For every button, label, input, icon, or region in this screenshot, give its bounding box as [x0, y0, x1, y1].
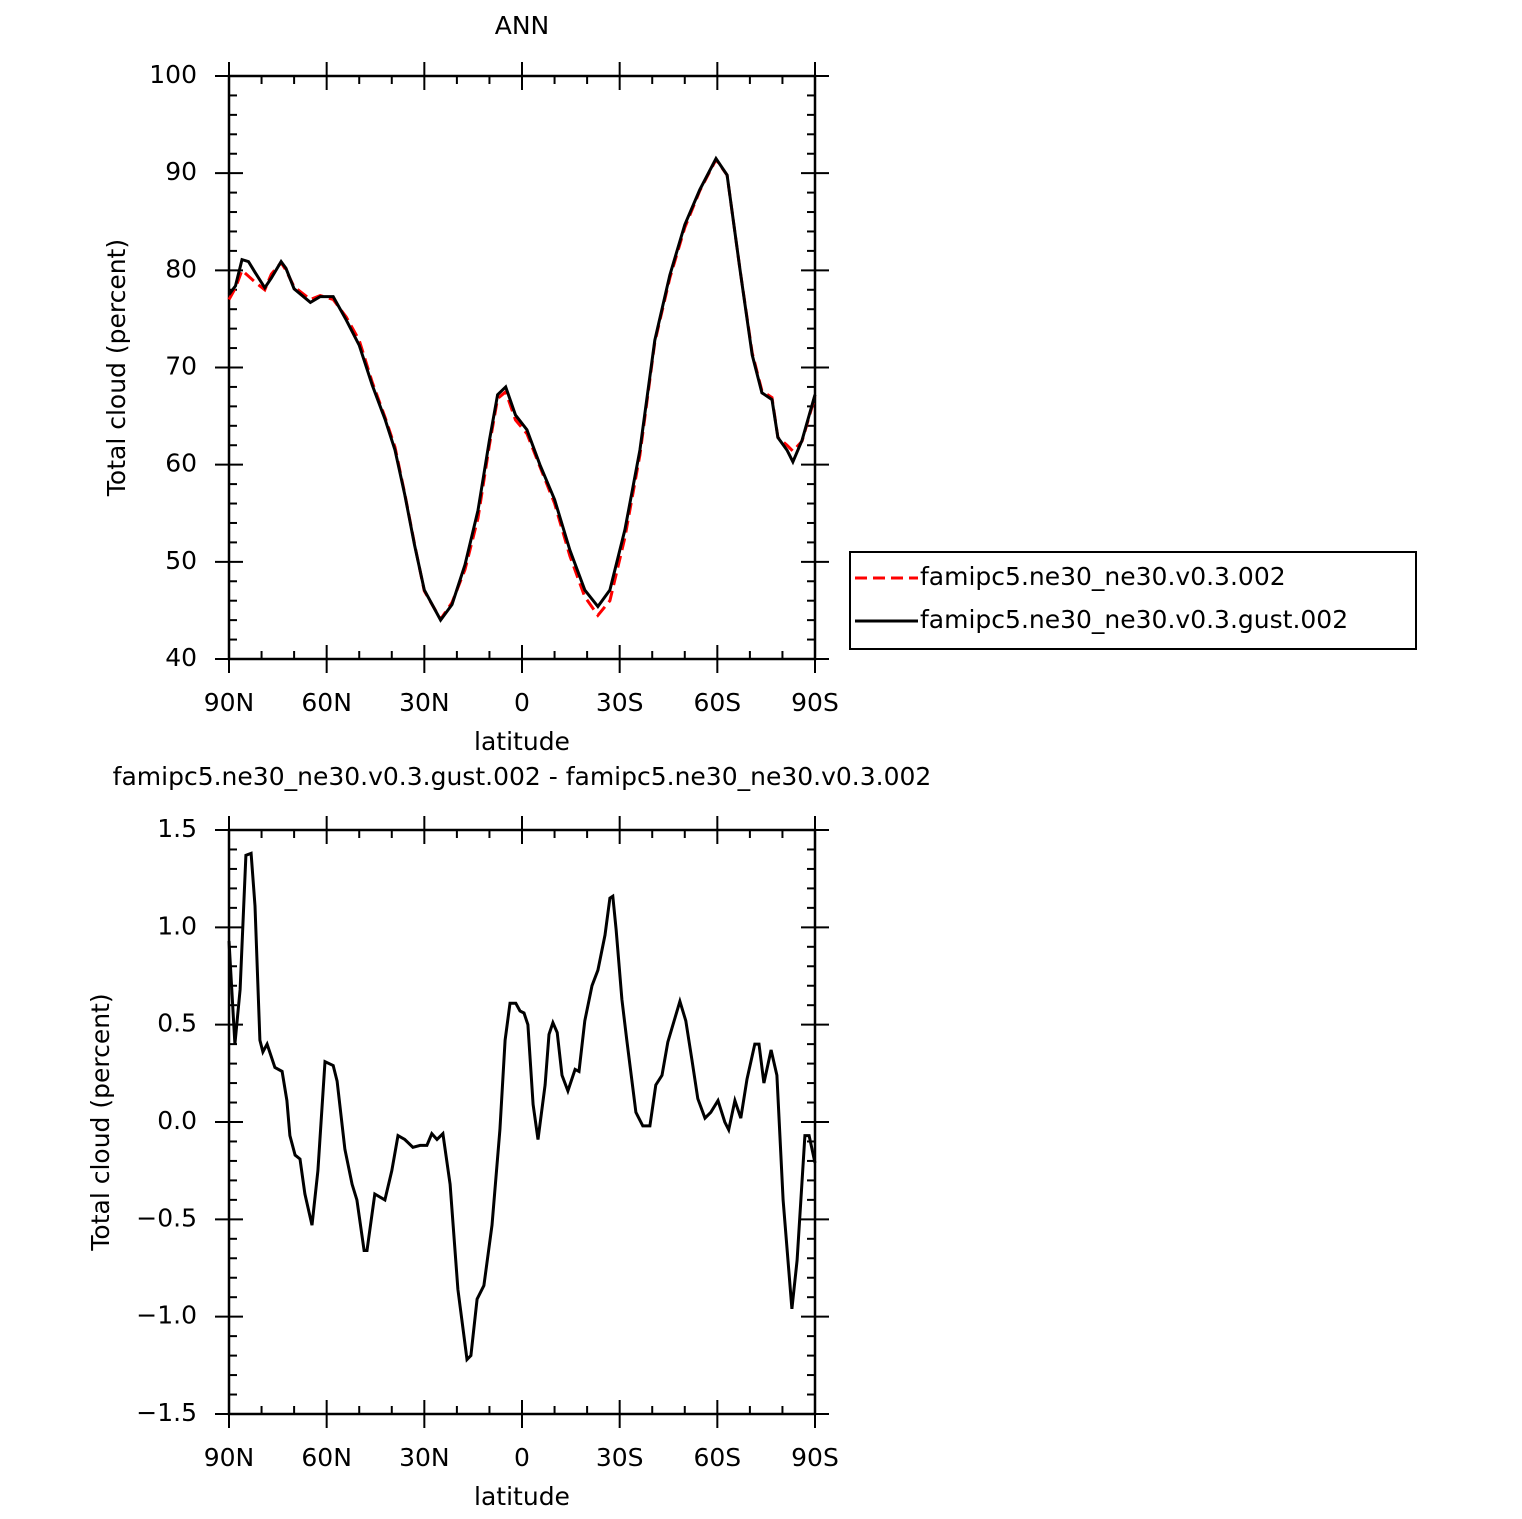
y-axis-label: Total cloud (percent) — [102, 239, 131, 497]
y-tick-label: −1.0 — [136, 1301, 197, 1330]
chart-title: famipc5.ne30_ne30.v0.3.gust.002 - famipc… — [113, 762, 932, 791]
plot-frame — [227, 74, 817, 661]
y-tick-label: 60 — [165, 449, 197, 478]
data-line — [227, 851, 817, 1363]
legend-label: famipc5.ne30_ne30.v0.3.002 — [920, 562, 1286, 591]
x-tick-label: 90S — [791, 688, 839, 717]
plot-frame — [227, 828, 817, 1416]
y-tick-label: 80 — [165, 254, 197, 283]
y-tick-label: 40 — [165, 643, 197, 672]
x-tick-label: 60S — [693, 688, 741, 717]
x-tick-label: 90N — [204, 688, 255, 717]
legend-label: famipc5.ne30_ne30.v0.3.gust.002 — [920, 605, 1348, 634]
y-tick-label: 0.0 — [157, 1106, 197, 1135]
x-tick-label: 60S — [693, 1443, 741, 1472]
x-tick-label: 90N — [204, 1443, 255, 1472]
x-tick-label: 30S — [596, 1443, 644, 1472]
y-tick-label: 1.5 — [157, 814, 197, 843]
y-tick-label: −1.5 — [136, 1398, 197, 1427]
y-tick-label: 100 — [149, 60, 197, 89]
data-line — [227, 155, 817, 623]
x-tick-label: 0 — [514, 688, 530, 717]
y-tick-label: 70 — [165, 352, 197, 381]
x-tick-label: 60N — [301, 1443, 352, 1472]
legend-box — [849, 551, 1417, 650]
y-tick-label: 50 — [165, 546, 197, 575]
y-tick-label: 0.5 — [157, 1009, 197, 1038]
x-tick-label: 30N — [399, 688, 450, 717]
y-tick-label: 1.0 — [157, 911, 197, 940]
y-tick-label: 90 — [165, 157, 197, 186]
x-tick-label: 30S — [596, 688, 644, 717]
y-axis-label: Total cloud (percent) — [86, 993, 115, 1251]
y-tick-label: −0.5 — [136, 1203, 197, 1232]
x-axis-label: latitude — [474, 727, 570, 756]
x-tick-label: 30N — [399, 1443, 450, 1472]
chart-title: ANN — [495, 11, 550, 40]
x-tick-label: 60N — [301, 688, 352, 717]
x-tick-label: 0 — [514, 1443, 530, 1472]
x-tick-label: 90S — [791, 1443, 839, 1472]
x-axis-label: latitude — [474, 1482, 570, 1511]
data-line — [227, 156, 817, 623]
